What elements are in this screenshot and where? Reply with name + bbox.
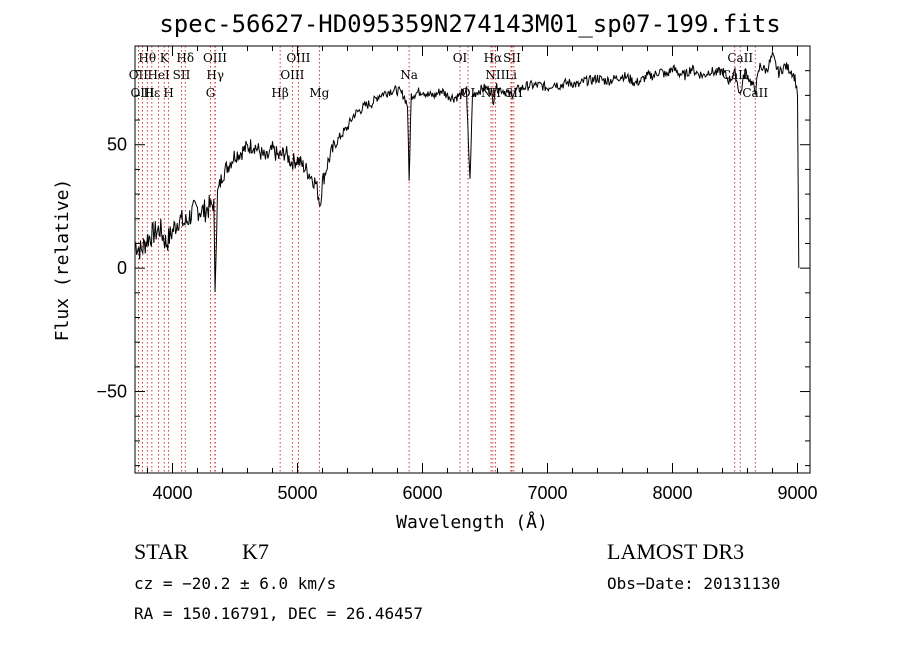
line-marker-label: Hθ: [138, 51, 156, 65]
line-marker-label: H: [163, 86, 173, 100]
line-marker-label: K: [160, 51, 170, 65]
line-marker-label: OI: [453, 51, 468, 65]
x-axis-label: Wavelength (Å): [396, 511, 548, 533]
y-tick-label: −50: [96, 382, 127, 402]
line-marker-label: CaII: [727, 51, 753, 65]
x-tick-label: 8000: [652, 483, 692, 503]
object-class: STAR: [134, 539, 189, 564]
y-axis-label: Flux (relative): [52, 179, 73, 342]
line-marker-label: NII: [485, 68, 505, 82]
axis-ticks: 4000 5000 6000 7000 8000 9000 −50 0 50: [96, 45, 818, 503]
line-marker-label: Hε: [144, 86, 161, 100]
line-marker-label: HeI: [147, 68, 170, 82]
x-tick-label: 7000: [527, 483, 567, 503]
x-tick-label: 6000: [402, 483, 442, 503]
line-marker-label: SII: [503, 51, 521, 65]
y-tick-label: 50: [107, 135, 127, 155]
spectrum-series-line: [134, 51, 800, 293]
line-marker-label: OI: [461, 86, 476, 100]
line-marker-label: CaII: [722, 68, 748, 82]
line-marker-label: Hδ: [176, 51, 194, 65]
survey-name: LAMOST DR3: [607, 539, 745, 564]
line-marker-label: OIII: [280, 68, 304, 82]
line-marker-label: Hγ: [206, 68, 224, 82]
line-marker-label: Na: [400, 68, 418, 82]
x-tick-label: 9000: [777, 483, 817, 503]
line-marker-label: Hβ: [271, 86, 288, 100]
line-marker-label: Mg: [309, 86, 329, 100]
x-tick-label: 5000: [277, 483, 317, 503]
line-marker-label: OIII: [286, 51, 310, 65]
line-marker-label: Li: [505, 68, 517, 82]
line-marker-label: OII: [129, 68, 149, 82]
object-subclass: K7: [242, 539, 269, 564]
redshift-info: cz = −20.2 ± 6.0 km/s: [134, 574, 337, 593]
line-marker-label: OIII: [130, 86, 154, 100]
chart-title: spec-56627-HD095359N274143M01_sp07-199.f…: [159, 10, 780, 38]
coordinates-info: RA = 150.16791, DEC = 26.46457: [134, 604, 423, 623]
line-marker-label: Hα: [484, 51, 503, 65]
y-tick-label: 0: [117, 258, 127, 278]
line-marker-label: G: [206, 86, 216, 100]
observation-date: Obs−Date: 20131130: [607, 574, 781, 593]
x-tick-label: 4000: [152, 483, 192, 503]
line-marker-label: SII: [173, 68, 191, 82]
